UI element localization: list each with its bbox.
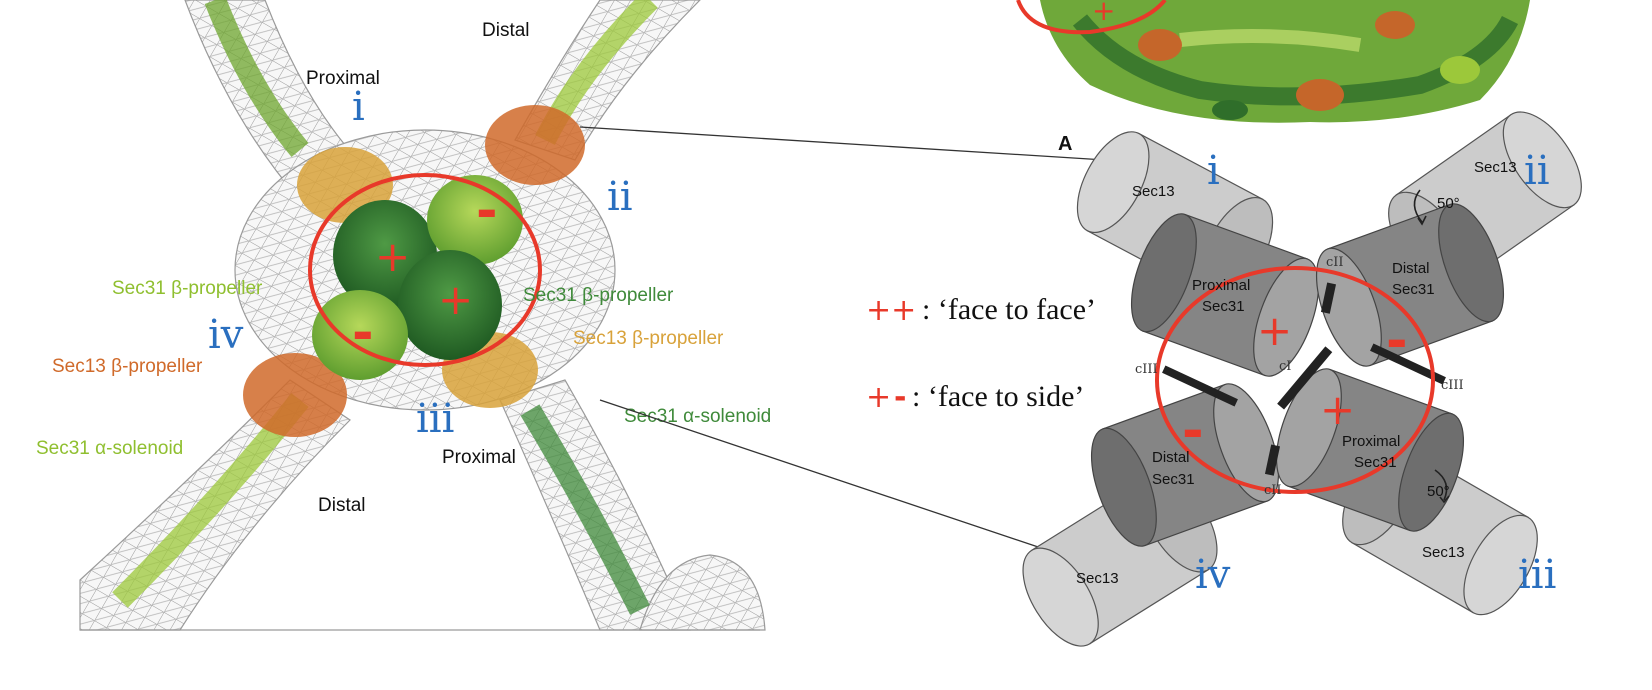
sec13-label-top-right: Sec13 [1474,159,1517,176]
label-sec13-bp-left: Sec13 β-propeller [52,356,203,377]
sec13-label-bottom-right: Sec13 [1422,544,1465,561]
left-highlight-ellipse [308,173,542,367]
roman-iii-right: iii [1518,552,1556,598]
distal-sec31-tr-line2: Sec31 [1392,281,1435,298]
cylinder-distal-sec31-top-right [1315,203,1505,367]
minus-sign-right-2: - [1182,401,1204,461]
label-proximal-bottom: Proximal [442,447,516,468]
distal-sec31-tr-line1: Distal [1392,260,1430,277]
proximal-sec31-br-line1: Proximal [1342,433,1400,450]
roman-iii-left: iii [416,396,454,442]
connector-line-bottom [599,399,1063,556]
contact-cII-bottom: cII [1264,483,1282,498]
label-sec31-bp-right: Sec31 β-propeller [523,285,674,306]
contact-cII-top: cII [1326,255,1344,270]
plus-sign-right-1: + [1257,306,1292,355]
distal-sec31-bl-line1: Distal [1152,449,1190,466]
minus-sign-left-2: - [352,303,374,363]
plus-sign-right-2: + [1320,385,1355,434]
cylinder-proximal-sec31-top-left [1130,213,1320,377]
connector-line-top [579,126,1106,161]
angle-label-top: 50° [1437,195,1460,212]
proximal-sec31-tl-line1: Proximal [1192,277,1250,294]
roman-i-left: i [352,84,365,130]
minus-sign-left-1: - [476,181,498,241]
sec13-label-top-left: Sec13 [1132,183,1175,200]
protein-ribbons [112,0,658,615]
roman-i-right: i [1207,148,1220,194]
label-distal-bottom: Distal [318,495,366,516]
label-sec31-as-right: Sec31 α-solenoid [624,406,771,427]
right-highlight-ellipse [1155,266,1435,494]
label-sec13-bp-right: Sec13 β-propeller [573,328,724,349]
plus-sign-left-1: + [375,232,410,281]
minus-sign-right-1: - [1386,311,1408,371]
roman-ii-right: ii [1524,148,1550,194]
sec13-label-bottom-left: Sec13 [1076,570,1119,587]
roman-ii-left: ii [607,174,633,220]
plus-sign-left-2: + [438,275,473,324]
legend-pm-text: : ‘face to side’ [912,380,1084,413]
roman-iv-left: iv [208,312,244,358]
proximal-sec31-br-line2: Sec31 [1354,454,1397,471]
label-proximal-top: Proximal [306,68,380,89]
legend-pm-plus: + [866,380,891,415]
cage-structure-fragment: + [1016,0,1530,123]
rotation-arrow-bottom [1434,469,1448,501]
label-sec31-bp-left: Sec31 β-propeller [112,278,263,299]
cylinder-distal-sec31-bottom-left [1090,383,1280,547]
label-sec31-as-left: Sec31 α-solenoid [36,438,183,459]
panel-letter-a: A [1058,133,1072,155]
contact-cI: cI [1279,359,1291,374]
contact-cIII-right: cIII [1441,378,1464,393]
legend-pp-text: : ‘face to face’ [922,293,1096,326]
label-distal-top: Distal [482,20,530,41]
contact-bars [1162,282,1446,476]
rotation-arrow-top [1413,189,1423,223]
legend-pm-minus: - [894,380,906,415]
proximal-sec31-tl-line2: Sec31 [1202,298,1245,315]
cage-plus-sign: + [1092,0,1115,27]
legend-pp-symbol: ++ [866,293,916,328]
roman-iv-right: iv [1195,552,1231,598]
distal-sec31-bl-line2: Sec31 [1152,471,1195,488]
contact-cIII-left: cIII [1135,362,1158,377]
angle-label-bottom: 50° [1427,483,1450,500]
